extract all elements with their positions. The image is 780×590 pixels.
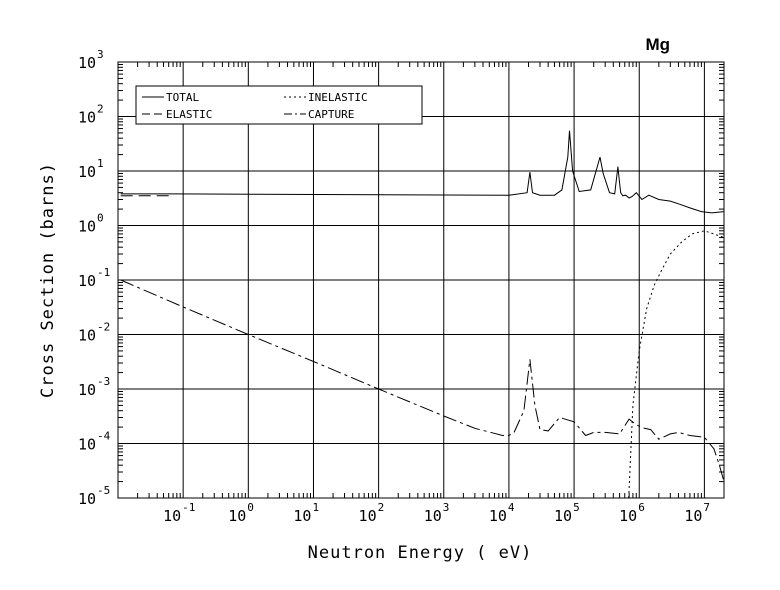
x-tick-label: 10 bbox=[619, 507, 637, 525]
y-tick-label: 10 bbox=[78, 54, 96, 72]
series-inelastic-line bbox=[628, 230, 725, 499]
x-tick-exponent: 1 bbox=[312, 501, 319, 514]
axes: 10 -1 10 0 10 1 10 2 10 3 10 4 10 5 10 6 10 710 -510 -410 -3… bbox=[78, 48, 725, 525]
x-tick-exponent: -1 bbox=[182, 501, 195, 514]
y-tick-label: 10 bbox=[78, 109, 96, 127]
series-total-line bbox=[120, 130, 725, 214]
x-axis-label: Neutron Energy ( eV) bbox=[308, 543, 533, 563]
legend-label: INELASTIC bbox=[308, 91, 368, 104]
x-tick-label: 10 bbox=[228, 507, 246, 525]
legend-label: TOTAL bbox=[166, 91, 199, 104]
x-tick-exponent: 6 bbox=[638, 501, 645, 514]
plot-frame bbox=[117, 61, 725, 499]
x-tick-exponent: 0 bbox=[247, 501, 254, 514]
y-tick-label: 10 bbox=[78, 327, 96, 345]
x-tick-exponent: 4 bbox=[508, 501, 515, 514]
x-tick-label: 10 bbox=[554, 507, 572, 525]
y-tick-exponent: -3 bbox=[97, 375, 110, 388]
curves bbox=[120, 130, 725, 499]
legend: TOTAL ELASTIC INELASTIC CAPTURE bbox=[135, 85, 423, 125]
y-tick-label: 10 bbox=[78, 381, 96, 399]
y-tick-label: 10 bbox=[78, 490, 96, 508]
y-tick-label: 10 bbox=[78, 218, 96, 236]
legend-box bbox=[135, 85, 423, 125]
x-tick-label: 10 bbox=[489, 507, 507, 525]
y-tick-label: 10 bbox=[78, 163, 96, 181]
y-axis-label: Cross Section (barns) bbox=[38, 162, 58, 398]
series-capture-line bbox=[120, 279, 725, 482]
x-tick-exponent: 3 bbox=[443, 501, 450, 514]
y-tick-exponent: 0 bbox=[97, 212, 104, 225]
x-tick-exponent: 2 bbox=[378, 501, 385, 514]
grid bbox=[118, 61, 724, 499]
y-tick-exponent: -5 bbox=[97, 484, 110, 497]
y-tick-exponent: -2 bbox=[97, 321, 110, 334]
y-tick-exponent: 2 bbox=[97, 103, 104, 116]
x-tick-label: 10 bbox=[293, 507, 311, 525]
legend-label: CAPTURE bbox=[308, 108, 354, 121]
x-tick-label: 10 bbox=[359, 507, 377, 525]
x-tick-exponent: 7 bbox=[703, 501, 710, 514]
y-tick-exponent: -4 bbox=[97, 430, 111, 443]
x-tick-exponent: 5 bbox=[573, 501, 580, 514]
x-tick-label: 10 bbox=[163, 507, 181, 525]
x-tick-label: 10 bbox=[684, 507, 702, 525]
y-tick-exponent: 1 bbox=[97, 157, 104, 170]
legend-label: ELASTIC bbox=[166, 108, 212, 121]
y-tick-exponent: 3 bbox=[97, 48, 104, 61]
chart-title: Mg bbox=[645, 35, 670, 54]
y-tick-label: 10 bbox=[78, 272, 96, 290]
y-tick-exponent: -1 bbox=[97, 266, 110, 279]
y-tick-label: 10 bbox=[78, 436, 96, 454]
x-tick-label: 10 bbox=[424, 507, 442, 525]
